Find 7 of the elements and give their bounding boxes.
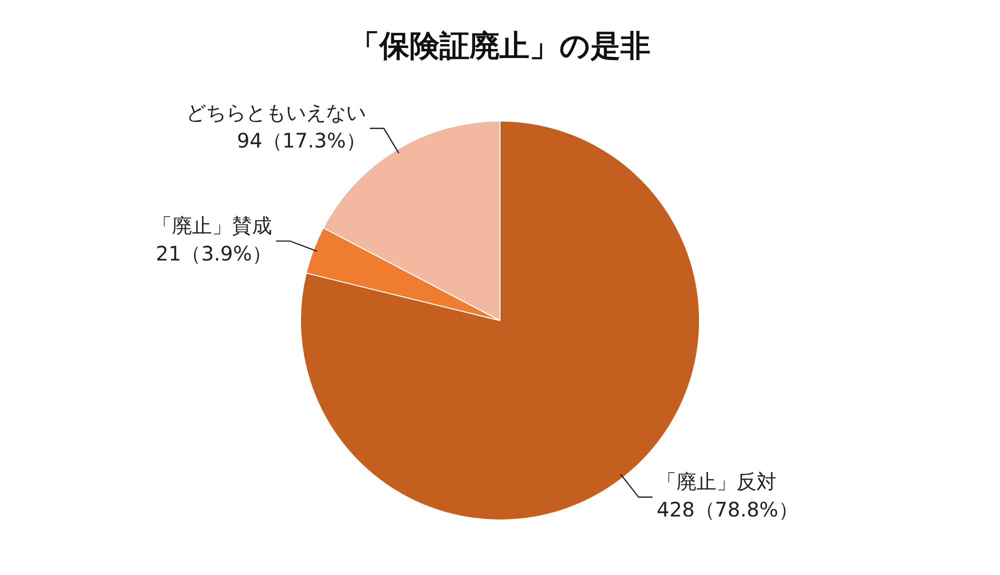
slice-label: 「廃止」賛成 bbox=[152, 213, 272, 238]
data-label: 21（3.9%） bbox=[156, 241, 272, 266]
slice-label: 「廃止」反対 bbox=[656, 469, 777, 494]
data-label: 94（17.3%） bbox=[236, 128, 366, 153]
data-label: 428（78.8%） bbox=[656, 497, 798, 522]
chart-title: 「保険証廃止」の是非 bbox=[350, 28, 650, 64]
slice-label: どちらともいえない bbox=[186, 100, 366, 125]
